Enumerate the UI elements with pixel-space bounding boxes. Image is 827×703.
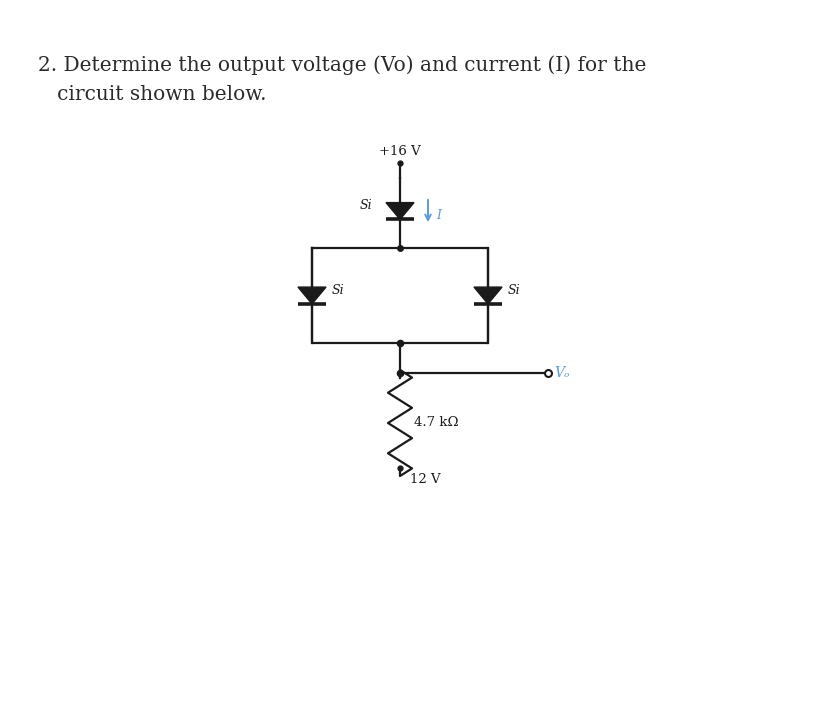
- Text: Vₒ: Vₒ: [553, 366, 569, 380]
- Text: Si: Si: [332, 284, 344, 297]
- Text: Si: Si: [508, 284, 520, 297]
- Polygon shape: [473, 287, 501, 304]
- Text: 12 V: 12 V: [409, 473, 440, 486]
- Text: +16 V: +16 V: [379, 145, 420, 158]
- Text: I: I: [436, 209, 441, 223]
- Text: Si: Si: [359, 200, 371, 212]
- Polygon shape: [298, 287, 326, 304]
- Polygon shape: [385, 202, 414, 219]
- Text: 2. Determine the output voltage (Vo) and current (I) for the: 2. Determine the output voltage (Vo) and…: [38, 55, 646, 75]
- Text: circuit shown below.: circuit shown below.: [38, 85, 266, 104]
- Text: 4.7 kΩ: 4.7 kΩ: [414, 416, 458, 430]
